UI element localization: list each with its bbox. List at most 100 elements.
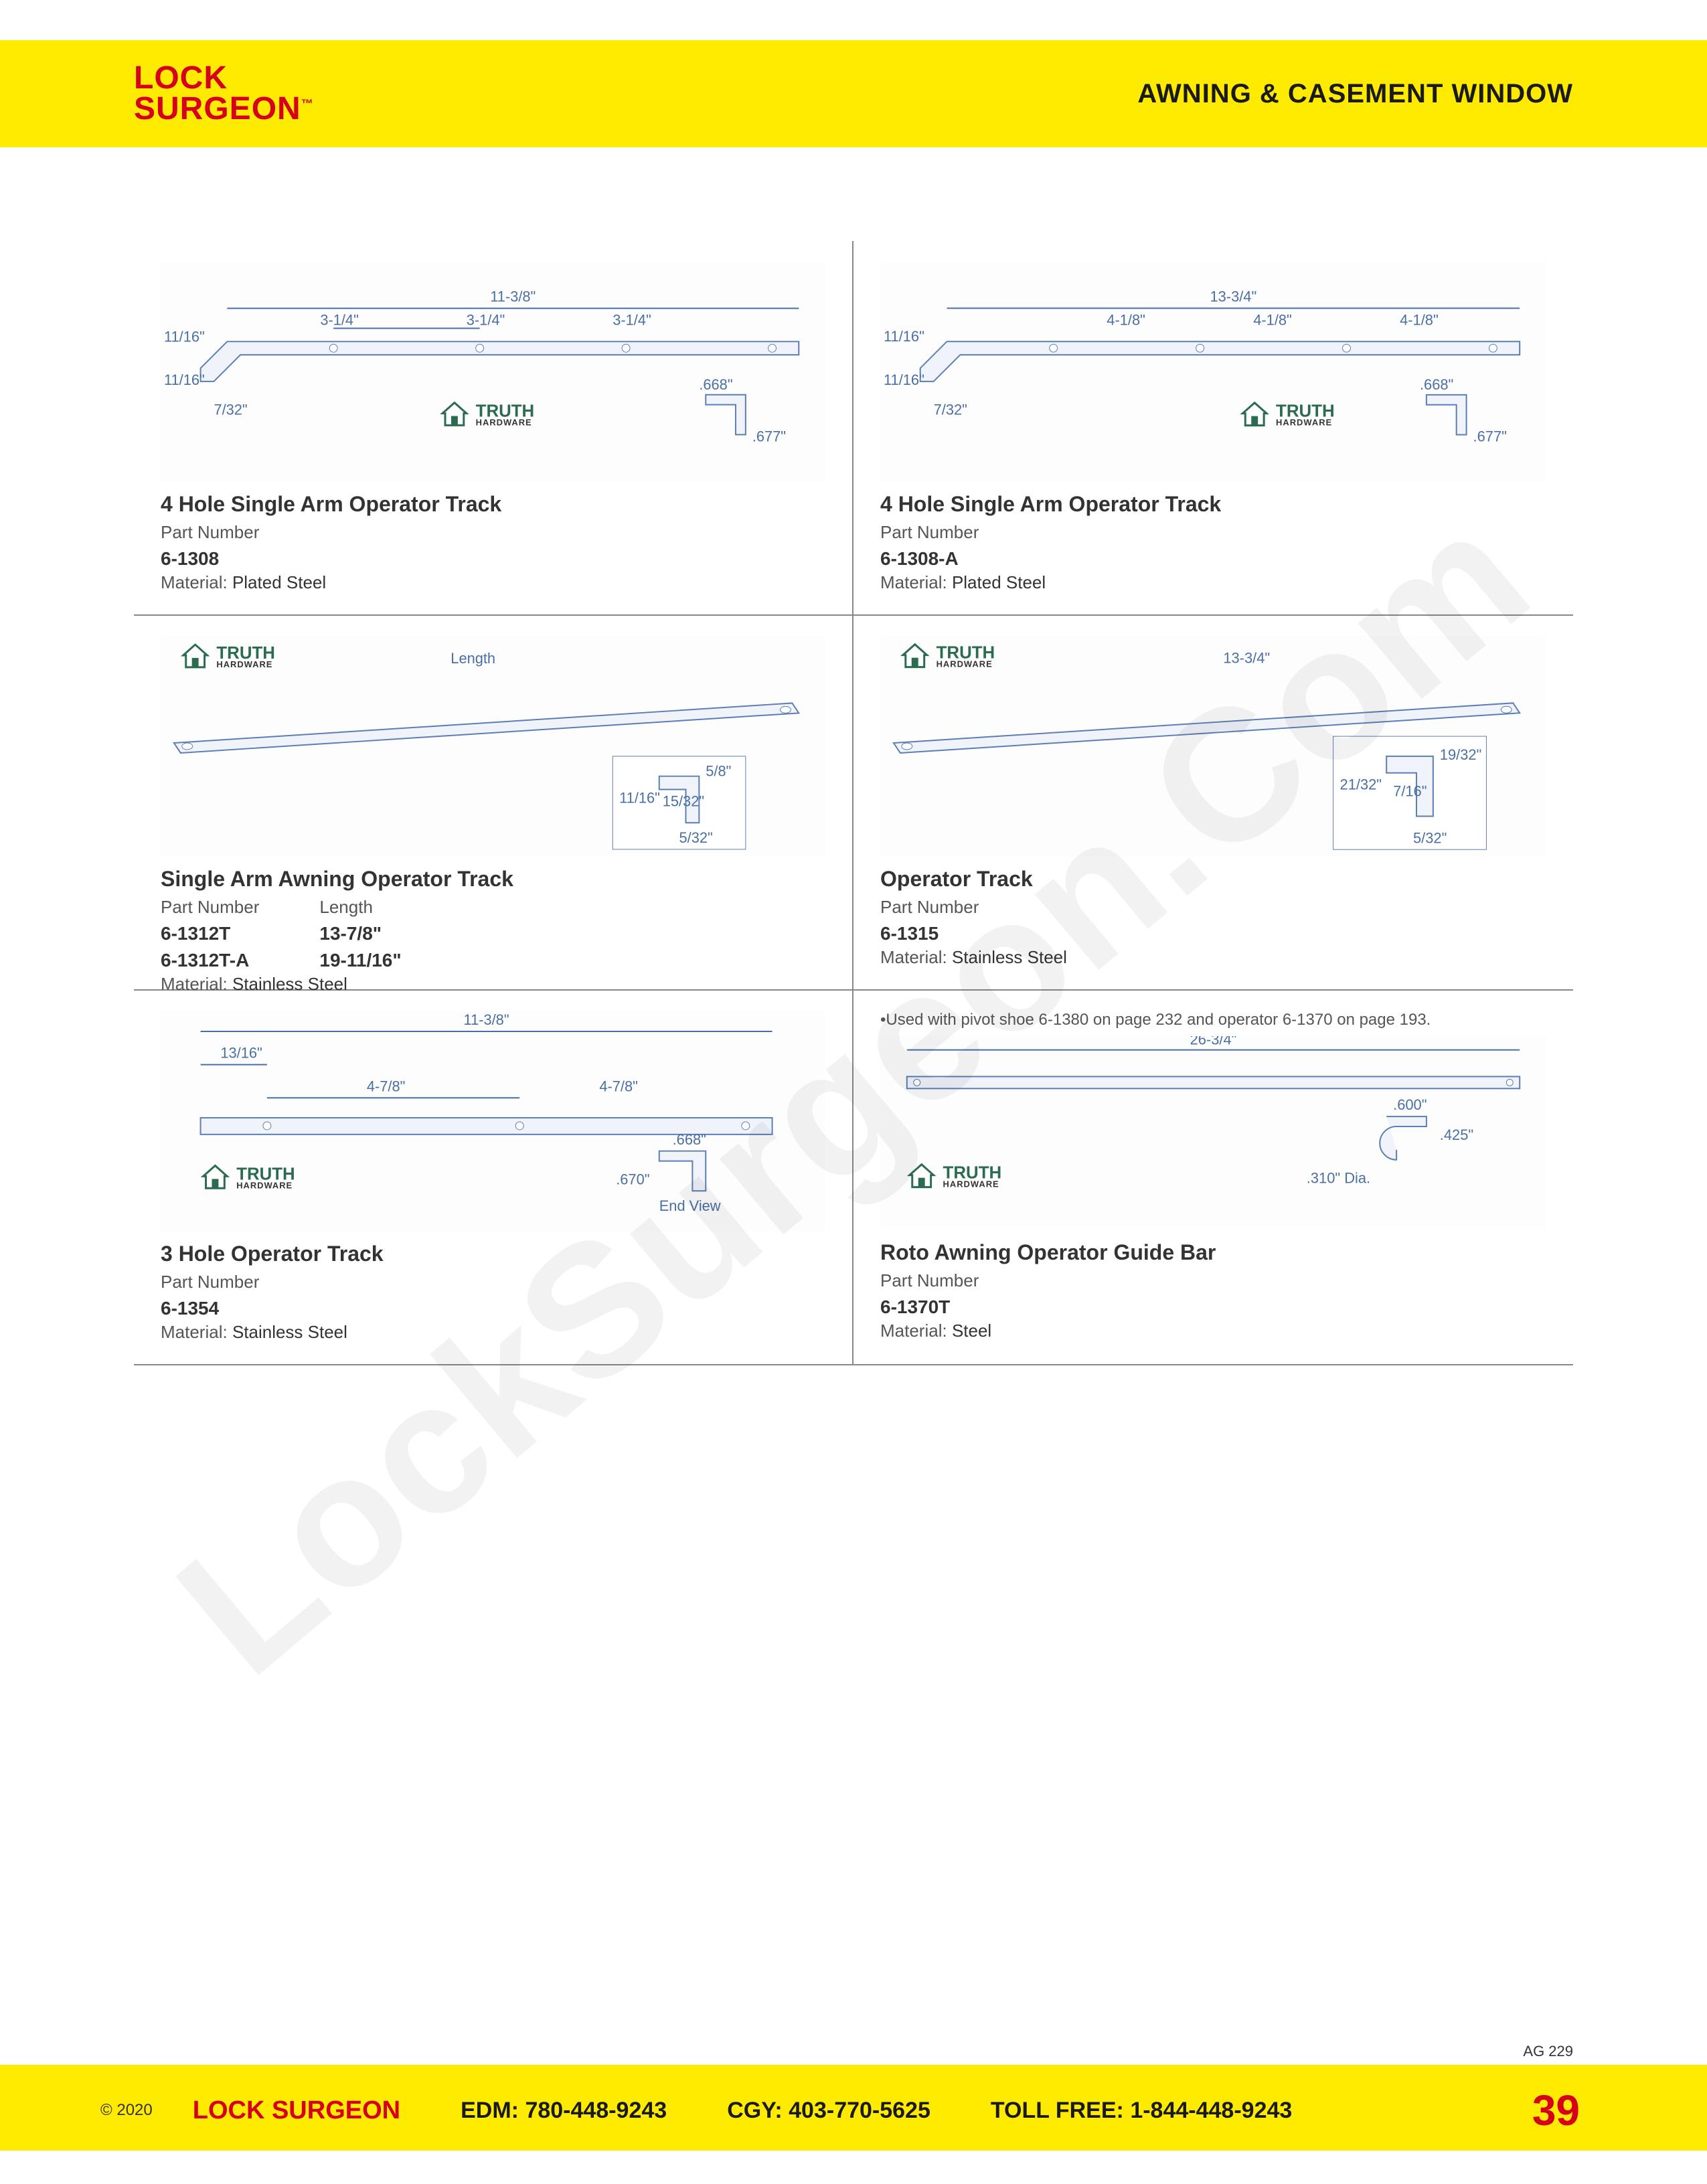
dim-overall: 13-3/4": [1210, 288, 1256, 305]
part-label: Part Number: [161, 897, 259, 918]
part-number: 6-1312T-A: [161, 950, 259, 971]
product-title: 4 Hole Single Arm Operator Track: [161, 492, 825, 517]
copyright: © 2020: [100, 2101, 153, 2120]
dim-overall: 13-3/4": [1223, 650, 1270, 667]
truth-hardware-logo: TRUTHHARDWARE: [440, 402, 534, 428]
product-cell: 13-3/4" 4-1/8" 4-1/8" 4-1/8" 11/16" 11/1…: [854, 241, 1573, 616]
dim-spacing: 4-1/8": [1400, 311, 1439, 328]
part-label: Part Number: [161, 1272, 825, 1292]
dim-overall: 11-3/8": [464, 1011, 509, 1028]
dim-top: 5/8": [706, 763, 731, 780]
dim-spacing: 4-7/8": [599, 1078, 638, 1094]
dim-profw: .600": [1393, 1096, 1427, 1113]
dim-thick: 7/32": [214, 402, 247, 418]
dim-dia: .310" Dia.: [1307, 1170, 1370, 1187]
dim-length: Length: [451, 650, 495, 667]
product-cell: •Used with pivot shoe 6-1380 on page 232…: [854, 991, 1573, 1365]
dim-spacing: 3-1/4": [320, 311, 359, 328]
dim-edge: 11/16": [884, 371, 924, 388]
part-number: 6-1308-A: [880, 548, 1546, 570]
material: Material: Plated Steel: [161, 572, 825, 593]
part-number: 6-1315: [880, 923, 1546, 944]
part-number: 6-1354: [161, 1298, 825, 1319]
dim-profh: .677": [752, 428, 786, 444]
part-length: 13-7/8": [319, 923, 401, 944]
contact-edm: EDM: 780-448-9243: [461, 2098, 667, 2124]
footer-divider: [0, 2065, 1707, 2070]
dim-profh: .425": [1440, 1126, 1473, 1143]
track-diagram: TRUTHHARDWARE 13-3/4" 21/32" 7/16" 19/32…: [880, 636, 1546, 857]
dim-spacing: 3-1/4": [467, 311, 505, 328]
dim-bot: 5/32": [679, 829, 713, 846]
product-cell: 11-3/8" 3-1/4" 3-1/4" 3-1/4" 11/16" 11/1…: [134, 241, 854, 616]
truth-hardware-logo: TRUTHHARDWARE: [900, 643, 995, 670]
page-title: AWNING & CASEMENT WINDOW: [1137, 79, 1573, 109]
contact-cgy: CGY: 403-770-5625: [727, 2098, 930, 2124]
truth-hardware-logo: TRUTHHARDWARE: [907, 1163, 1001, 1190]
product-cell: TRUTHHARDWARE 13-3/4" 21/32" 7/16" 19/32…: [854, 616, 1573, 991]
product-title: 4 Hole Single Arm Operator Track: [880, 492, 1546, 517]
end-view: End View: [659, 1197, 721, 1214]
dim-inner: 7/16": [1393, 783, 1427, 800]
part-length: 19-11/16": [319, 950, 401, 971]
dim-thick: 7/32": [934, 402, 967, 418]
material: Material: Stainless Steel: [161, 1322, 825, 1343]
dim-spacing: 4-1/8": [1107, 311, 1145, 328]
part-label: Part Number: [161, 522, 825, 543]
dim-profh: 21/32": [1340, 776, 1382, 793]
dim-overall: 26-3/4": [1190, 1036, 1237, 1048]
header-bar: LOCK SURGEON™ AWNING & CASEMENT WINDOW: [0, 40, 1707, 147]
dim-spacing: 4-1/8": [1253, 311, 1292, 328]
length-label: Length: [319, 897, 401, 918]
dim-top: 19/32": [1440, 746, 1482, 763]
material: Material: Plated Steel: [880, 572, 1546, 593]
material: Material: Stainless Steel: [880, 947, 1546, 968]
part-number: 6-1312T: [161, 923, 259, 944]
part-label: Part Number: [880, 1270, 1546, 1291]
truth-hardware-logo: TRUTHHARDWARE: [201, 1165, 295, 1191]
dim-edge: 11/16": [164, 328, 205, 345]
trademark: ™: [301, 97, 314, 110]
dim-overall: 11-3/8": [490, 288, 536, 305]
track-diagram: 11-3/8" 13/16" 4-7/8" 4-7/8" .668" .670"…: [161, 1011, 825, 1232]
track-diagram: 26-3/4" .600" .425" .310" Dia. TRUTHHARD…: [880, 1036, 1546, 1230]
dim-edge: 13/16": [220, 1045, 262, 1062]
product-title: Roto Awning Operator Guide Bar: [880, 1240, 1546, 1265]
logo-line2: SURGEON: [134, 91, 301, 127]
dim-profw: .668": [699, 376, 732, 393]
page-number: 39: [1532, 2086, 1580, 2135]
truth-hardware-logo: TRUTHHARDWARE: [181, 643, 275, 670]
dim-edge: 11/16": [164, 371, 205, 388]
dim-profw: .668": [673, 1131, 706, 1148]
truth-hardware-logo: TRUTHHARDWARE: [1240, 402, 1334, 428]
dim-profw: .668": [1420, 376, 1453, 393]
brand-logo: LOCK SURGEON™: [134, 63, 314, 124]
product-note: •Used with pivot shoe 6-1380 on page 232…: [880, 1011, 1546, 1029]
dim-edge: 11/16": [884, 328, 924, 345]
dim-profh: .677": [1473, 428, 1507, 444]
dim-spacing: 3-1/4": [613, 311, 651, 328]
track-diagram: 13-3/4" 4-1/8" 4-1/8" 4-1/8" 11/16" 11/1…: [880, 261, 1546, 482]
product-title: Operator Track: [880, 867, 1546, 892]
dim-spacing: 4-7/8": [367, 1078, 406, 1094]
footer-brand: LOCK SURGEON: [193, 2096, 400, 2125]
product-title: Single Arm Awning Operator Track: [161, 867, 825, 892]
part-number: 6-1308: [161, 548, 825, 570]
product-cell: TRUTHHARDWARE Length 11/16" 15/32" 5/8" …: [134, 616, 854, 991]
part-label: Part Number: [880, 522, 1546, 543]
footer-bar: © 2020 LOCK SURGEON EDM: 780-448-9243 CG…: [0, 2070, 1707, 2151]
dim-inner: 15/32": [663, 792, 704, 809]
product-title: 3 Hole Operator Track: [161, 1242, 825, 1266]
part-number: 6-1370T: [880, 1296, 1546, 1318]
product-cell: 11-3/8" 13/16" 4-7/8" 4-7/8" .668" .670"…: [134, 991, 854, 1365]
product-grid: 11-3/8" 3-1/4" 3-1/4" 3-1/4" 11/16" 11/1…: [134, 241, 1573, 1365]
part-label: Part Number: [880, 897, 1546, 918]
contact-tollfree: TOLL FREE: 1-844-448-9243: [991, 2098, 1292, 2124]
dim-bot: 5/32": [1413, 829, 1447, 846]
dim-profh: 11/16": [619, 789, 660, 806]
dim-profh: .670": [616, 1171, 649, 1187]
ag-code: AG 229: [1523, 2043, 1573, 2060]
material: Material: Steel: [880, 1321, 1546, 1341]
track-diagram: 11-3/8" 3-1/4" 3-1/4" 3-1/4" 11/16" 11/1…: [161, 261, 825, 482]
track-diagram: TRUTHHARDWARE Length 11/16" 15/32" 5/8" …: [161, 636, 825, 857]
